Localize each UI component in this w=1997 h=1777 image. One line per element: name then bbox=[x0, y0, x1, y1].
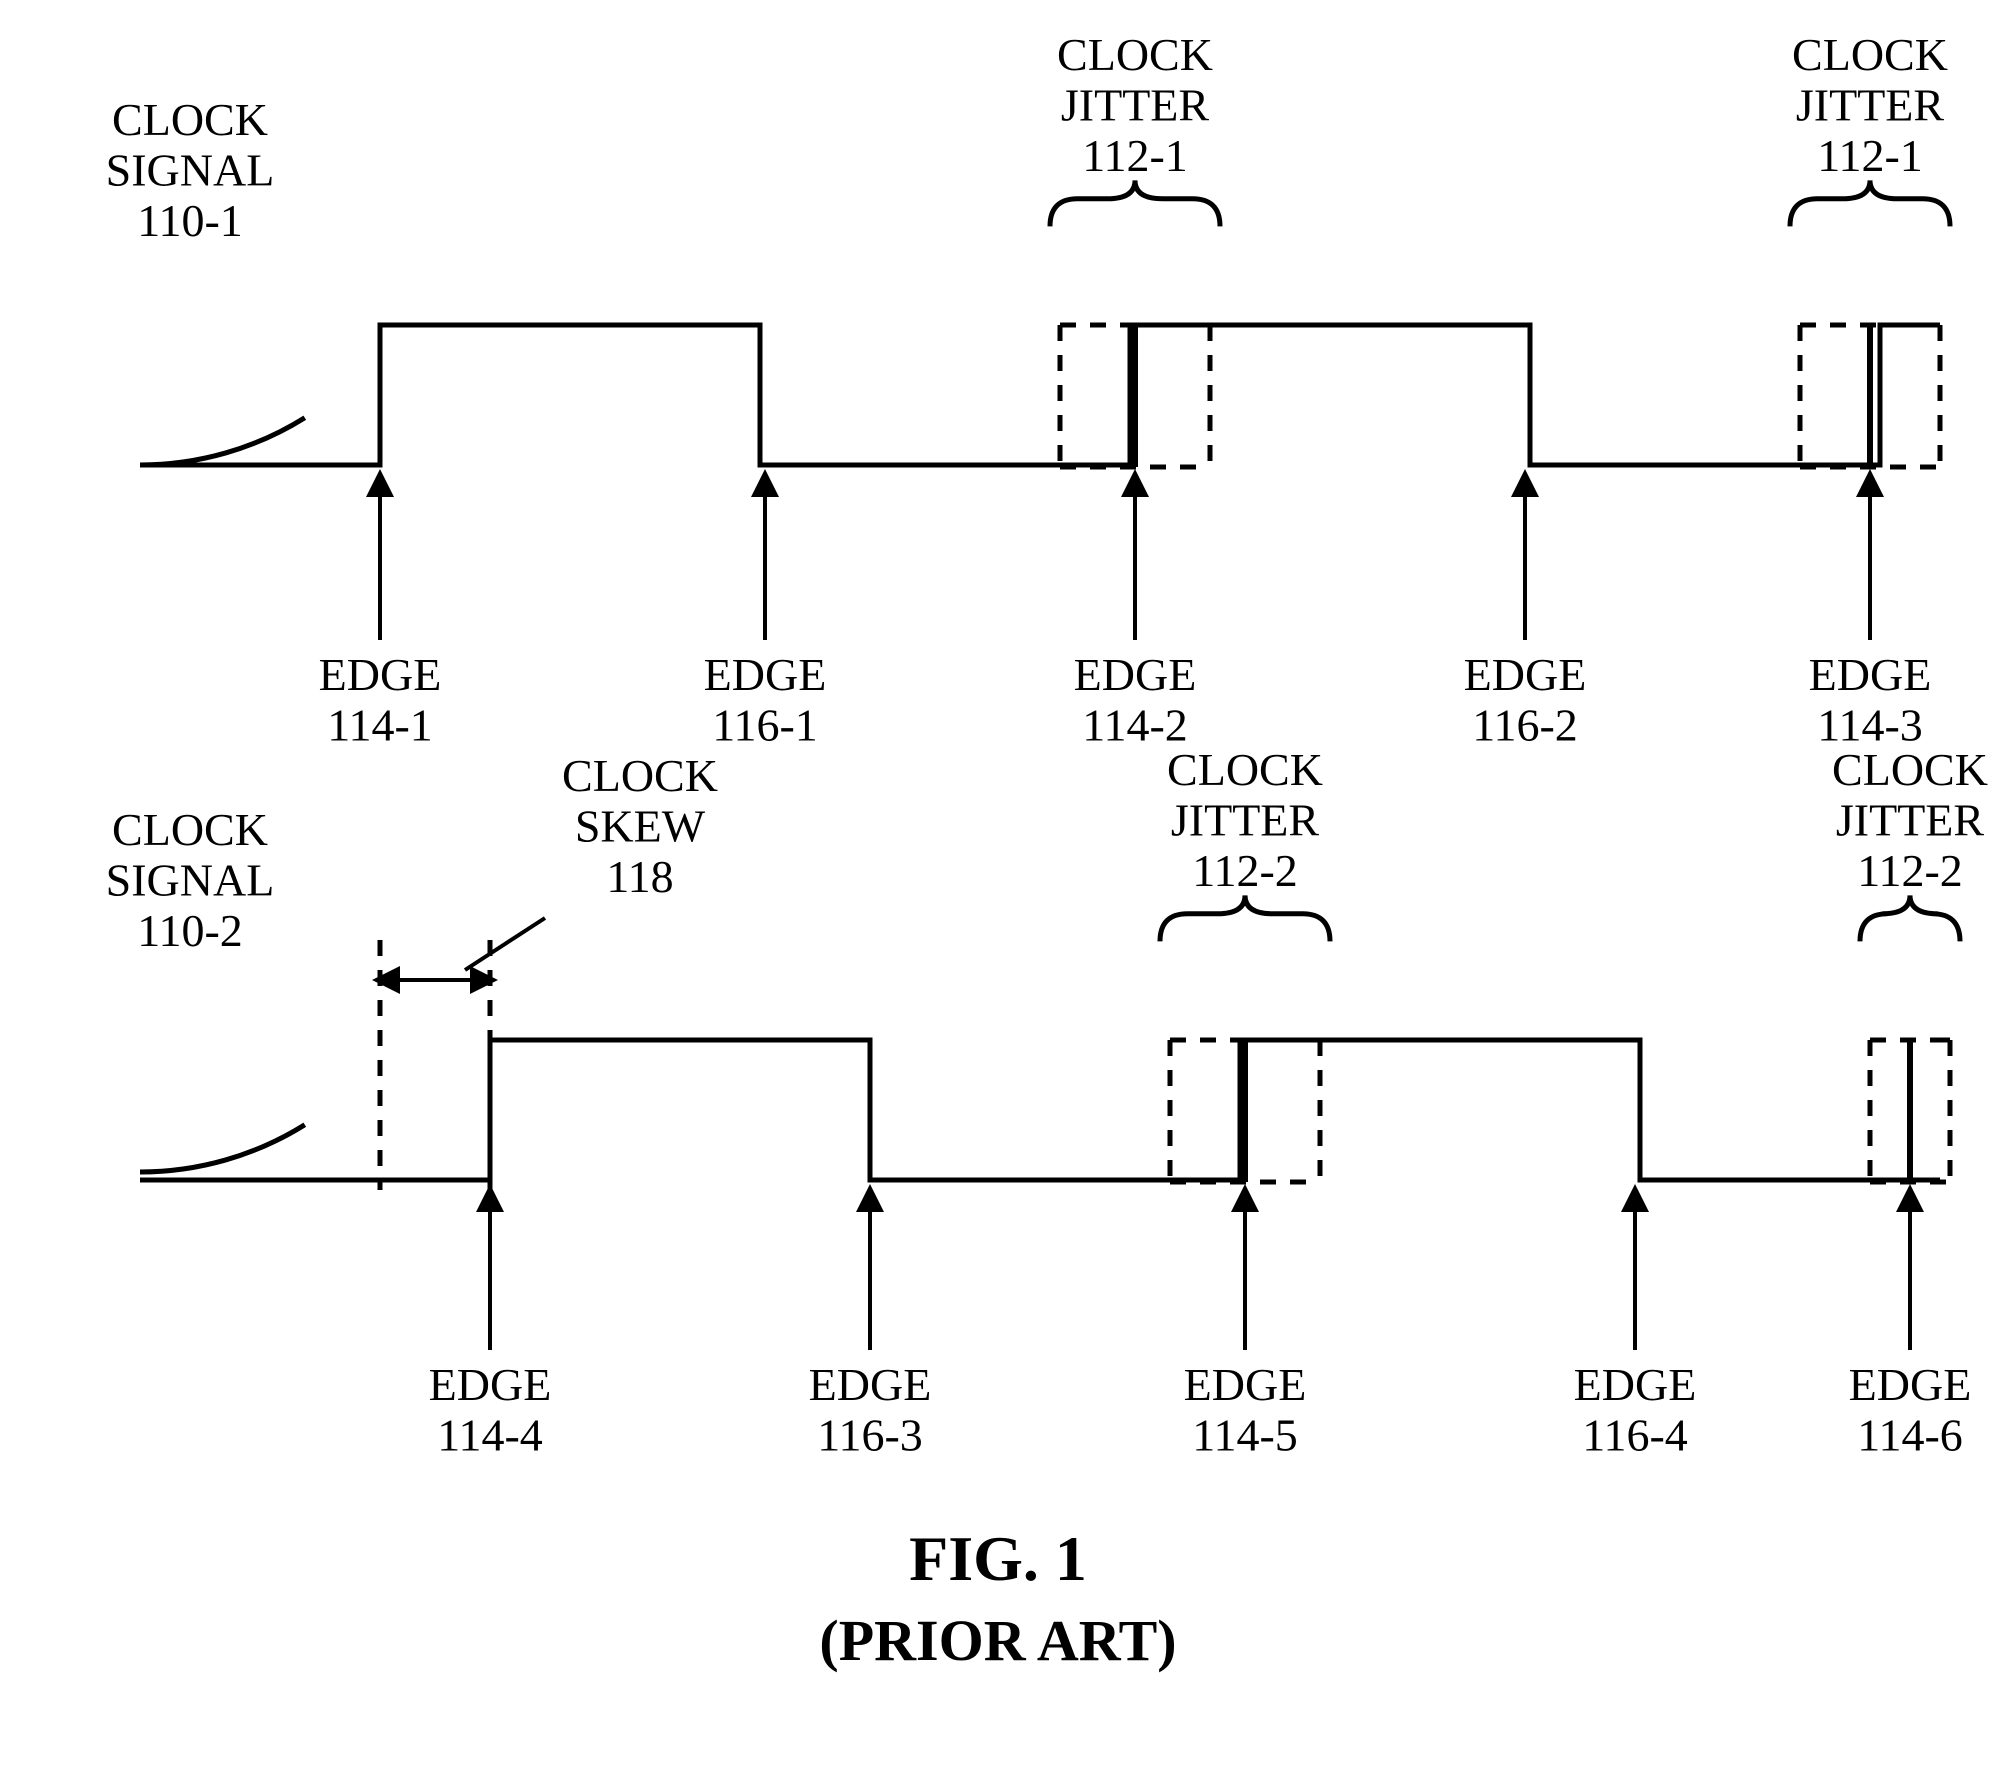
svg-text:EDGE: EDGE bbox=[809, 1359, 932, 1410]
edge-label: EDGE116-3 bbox=[809, 1359, 932, 1461]
svg-text:110-2: 110-2 bbox=[137, 905, 243, 956]
svg-text:CLOCK: CLOCK bbox=[1057, 29, 1213, 80]
svg-text:CLOCK: CLOCK bbox=[1792, 29, 1948, 80]
edge-label: EDGE114-2 bbox=[1074, 649, 1197, 751]
svg-text:112-2: 112-2 bbox=[1857, 845, 1963, 896]
figure-subtitle: (PRIOR ART) bbox=[819, 1608, 1176, 1673]
svg-text:CLOCK: CLOCK bbox=[112, 804, 268, 855]
svg-text:EDGE: EDGE bbox=[704, 649, 827, 700]
edge-label: EDGE114-1 bbox=[319, 649, 442, 751]
svg-text:CLOCK: CLOCK bbox=[112, 94, 268, 145]
svg-text:114-2: 114-2 bbox=[1082, 700, 1188, 751]
svg-text:EDGE: EDGE bbox=[1849, 1359, 1972, 1410]
svg-text:112-1: 112-1 bbox=[1082, 130, 1188, 181]
svg-text:116-4: 116-4 bbox=[1582, 1410, 1688, 1461]
svg-text:116-2: 116-2 bbox=[1472, 700, 1578, 751]
edge-label: EDGE116-4 bbox=[1574, 1359, 1697, 1461]
svg-text:CLOCK: CLOCK bbox=[1832, 744, 1988, 795]
svg-text:114-5: 114-5 bbox=[1192, 1410, 1298, 1461]
svg-text:EDGE: EDGE bbox=[1074, 649, 1197, 700]
svg-text:116-3: 116-3 bbox=[817, 1410, 923, 1461]
svg-text:CLOCK: CLOCK bbox=[1167, 744, 1323, 795]
svg-text:110-1: 110-1 bbox=[137, 195, 243, 246]
svg-text:EDGE: EDGE bbox=[1574, 1359, 1697, 1410]
svg-text:114-4: 114-4 bbox=[437, 1410, 543, 1461]
svg-text:SIGNAL: SIGNAL bbox=[106, 855, 275, 906]
svg-text:114-6: 114-6 bbox=[1857, 1410, 1963, 1461]
svg-text:JITTER: JITTER bbox=[1836, 795, 1985, 846]
svg-text:114-3: 114-3 bbox=[1817, 700, 1923, 751]
svg-text:SKEW: SKEW bbox=[575, 801, 706, 852]
svg-text:EDGE: EDGE bbox=[429, 1359, 552, 1410]
svg-text:116-1: 116-1 bbox=[712, 700, 818, 751]
svg-text:112-1: 112-1 bbox=[1817, 130, 1923, 181]
svg-text:CLOCK: CLOCK bbox=[562, 750, 718, 801]
svg-text:EDGE: EDGE bbox=[1464, 649, 1587, 700]
svg-text:SIGNAL: SIGNAL bbox=[106, 145, 275, 196]
svg-text:EDGE: EDGE bbox=[319, 649, 442, 700]
svg-text:EDGE: EDGE bbox=[1809, 649, 1932, 700]
edge-label: EDGE114-3 bbox=[1809, 649, 1932, 751]
svg-text:JITTER: JITTER bbox=[1171, 795, 1320, 846]
svg-text:JITTER: JITTER bbox=[1796, 80, 1945, 131]
figure-title: FIG. 1 bbox=[909, 1523, 1087, 1594]
svg-text:114-1: 114-1 bbox=[327, 700, 433, 751]
edge-label: EDGE114-6 bbox=[1849, 1359, 1972, 1461]
edge-label: EDGE114-4 bbox=[429, 1359, 552, 1461]
svg-text:JITTER: JITTER bbox=[1061, 80, 1210, 131]
edge-label: EDGE116-2 bbox=[1464, 649, 1587, 751]
svg-text:EDGE: EDGE bbox=[1184, 1359, 1307, 1410]
svg-text:112-2: 112-2 bbox=[1192, 845, 1298, 896]
edge-label: EDGE116-1 bbox=[704, 649, 827, 751]
svg-text:118: 118 bbox=[606, 851, 673, 902]
edge-label: EDGE114-5 bbox=[1184, 1359, 1307, 1461]
